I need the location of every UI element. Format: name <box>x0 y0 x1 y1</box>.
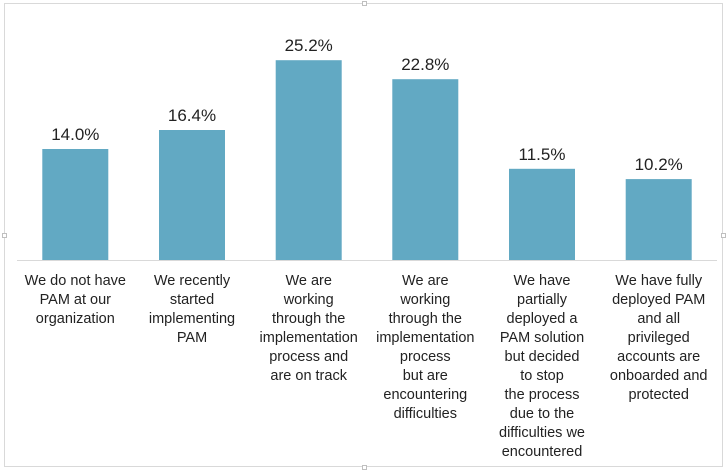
category-label-line: are on track <box>270 368 347 384</box>
category-label-line: protected <box>628 387 689 403</box>
category-label-line: PAM solution <box>499 330 585 346</box>
data-label-5: 11.5% <box>519 145 566 164</box>
data-label-1: 14.0% <box>51 125 99 144</box>
category-label-line: organization <box>35 311 115 327</box>
category-label-line: onboarded and <box>609 368 708 384</box>
bar-2 <box>159 130 225 260</box>
category-label-line: partially <box>517 292 567 308</box>
bar-4 <box>392 79 459 260</box>
category-label-line: working <box>283 292 334 308</box>
category-label-line: implementing <box>148 311 236 327</box>
category-label-3: We are working through the implementation pr… <box>248 272 370 386</box>
category-label-line: process and <box>269 349 349 365</box>
category-label-line: difficulties we <box>499 425 585 441</box>
category-label-line: implementation <box>259 330 358 346</box>
category-label-line: accounts are <box>617 349 701 365</box>
category-label-line: through the <box>272 311 346 327</box>
category-label-line: due to the <box>509 406 575 422</box>
category-label-line: working <box>400 292 451 308</box>
bar-3 <box>275 60 342 261</box>
category-label-5: We have partially deployed a PAM solution bu… <box>481 272 603 462</box>
chart-frame <box>4 3 723 467</box>
category-label-line: the process <box>504 387 580 403</box>
bar-1 <box>42 149 109 260</box>
category-label-line: and all <box>637 311 681 327</box>
category-label-line: PAM at our <box>39 292 112 308</box>
category-label-line: implementation <box>376 330 475 346</box>
category-label-line: but are <box>402 368 448 384</box>
category-label-line: through the <box>388 311 462 327</box>
category-label-1: We do not have PAM at our organization <box>14 272 136 329</box>
category-label-line: PAM <box>176 330 208 346</box>
category-label-4: We are working through the implementation pr… <box>364 272 486 424</box>
category-label-line: deployed PAM <box>612 292 706 308</box>
category-label-line: We recently <box>153 273 231 289</box>
resize-handle-top[interactable] <box>362 1 367 6</box>
data-label-4: 22.8% <box>401 55 449 74</box>
category-label-line: We have <box>513 273 571 289</box>
category-label-line: deployed a <box>506 311 578 327</box>
category-label-line: We are <box>402 273 449 289</box>
category-label-line: process <box>399 349 451 365</box>
category-label-line: privileged <box>627 330 690 346</box>
category-label-line: to stop <box>520 368 564 384</box>
category-label-line: difficulties <box>393 406 457 422</box>
category-label-line: started <box>169 292 215 308</box>
bar-5 <box>509 168 575 260</box>
data-label-3: 25.2% <box>285 36 333 55</box>
resize-handle-left[interactable] <box>2 233 7 238</box>
category-label-line: We are <box>285 273 332 289</box>
category-label-line: encountered <box>501 444 583 460</box>
category-label-line: encountering <box>383 387 468 403</box>
category-label-6: We have fully deployed PAM and all privileg… <box>598 272 720 405</box>
category-label-line: but decided <box>504 349 580 365</box>
category-label-line: We do not have <box>24 273 126 289</box>
data-label-6: 10.2% <box>635 155 683 174</box>
data-label-2: 16.4% <box>168 106 216 125</box>
resize-handle-right[interactable] <box>721 233 726 238</box>
category-label-line: We have fully <box>615 273 703 289</box>
bar-6 <box>625 179 692 260</box>
category-label-2: We recently started implementing PAM <box>131 272 253 348</box>
